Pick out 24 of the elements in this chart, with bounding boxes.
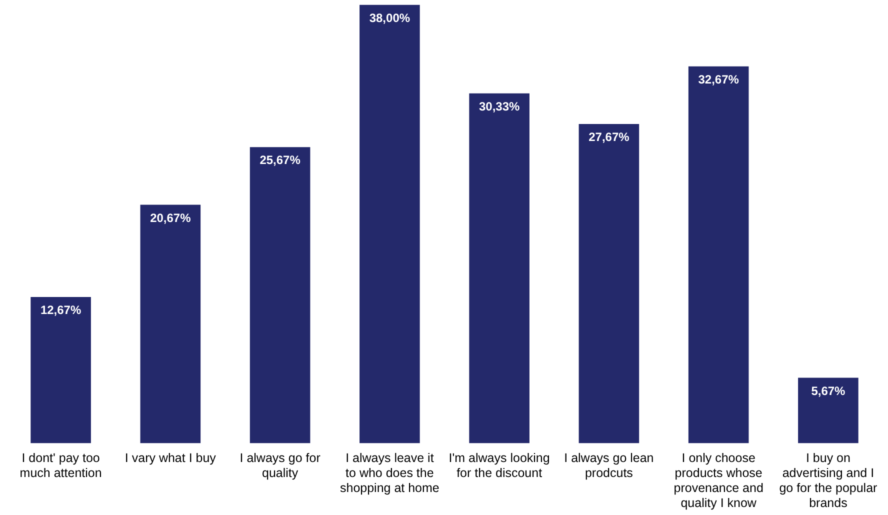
bar: [250, 147, 310, 444]
bar: [30, 297, 91, 444]
data-label: 30,33%: [478, 99, 520, 114]
x-tick-label: I buy on advertising and I go for the popular brands: [779, 451, 878, 510]
data-label: 38,00%: [369, 10, 410, 25]
x-tick-label: I vary what I buy: [124, 451, 217, 466]
bar: [578, 124, 640, 444]
data-label: 32,67%: [698, 72, 740, 86]
bar: [140, 204, 201, 444]
bar: [688, 66, 749, 444]
data-label: 25,67%: [260, 153, 301, 168]
bar: [469, 93, 530, 444]
x-tick-label: I always go for quality: [240, 451, 320, 480]
x-tick-label: I always go lean prodcuts: [564, 451, 654, 480]
x-tick-label: I'm always looking for the discount: [448, 451, 550, 480]
x-tick-label: I always leave it to who does the shopping at home: [340, 451, 440, 496]
bar: [360, 4, 420, 444]
x-tick-label: I dont' pay too much attention: [20, 451, 102, 480]
data-label: 5,67%: [811, 384, 846, 398]
data-label: 20,67%: [150, 210, 192, 225]
data-label: 27,67%: [588, 130, 630, 144]
bar: [798, 378, 858, 444]
data-label: 12,67%: [40, 303, 82, 318]
x-tick-label: I only choose products whose provenance and quality I know: [674, 451, 764, 510]
